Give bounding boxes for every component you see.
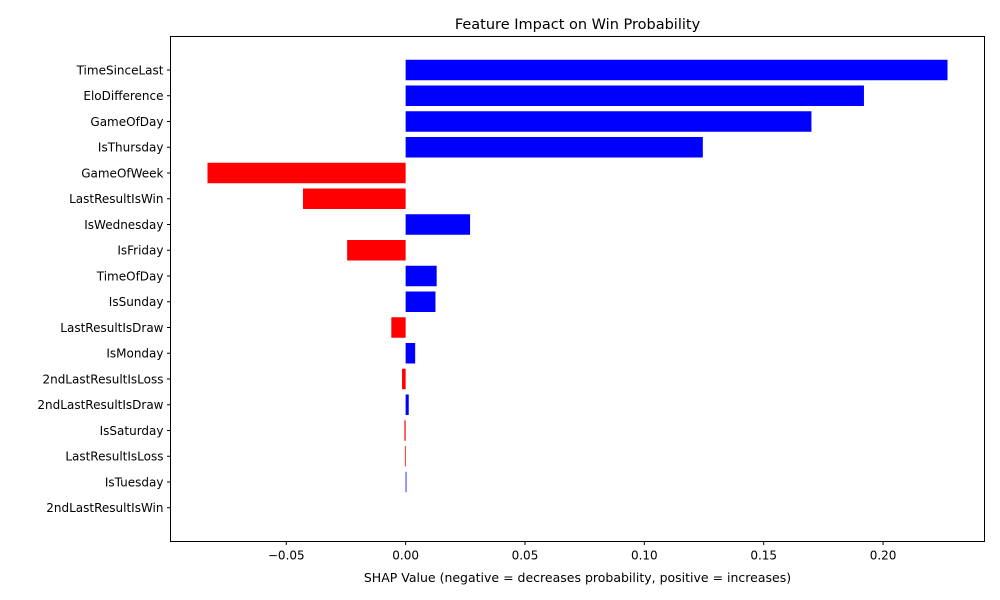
y-tick-label: 2ndLastResultIsLoss (42, 372, 163, 386)
x-tick-label: 0.00 (392, 549, 419, 563)
y-tick-label: IsSaturday (100, 424, 164, 438)
bars-group (207, 59, 948, 493)
y-tick-label: LastResultIsDraw (60, 321, 163, 335)
bar-2ndLastResultIsLoss (402, 368, 406, 390)
y-tick-label: IsFriday (117, 244, 163, 258)
plot-frame (170, 36, 985, 542)
y-tick-label: TimeOfDay (96, 269, 164, 283)
bar-EloDifference (405, 85, 864, 106)
bar-IsMonday (405, 343, 416, 364)
bar-IsSaturday (404, 420, 406, 441)
chart-title: Feature Impact on Win Probability (455, 17, 701, 33)
bar-LastResultIsLoss (404, 446, 406, 467)
bar-GameOfWeek (207, 162, 406, 184)
y-tick-label: GameOfWeek (81, 166, 163, 180)
x-tick-label: −0.05 (268, 549, 305, 563)
bar-TimeOfDay (405, 265, 437, 287)
y-tick-label: IsTuesday (105, 475, 164, 489)
y-tick-label: IsMonday (106, 347, 163, 361)
x-tick-label: 0.05 (512, 549, 539, 563)
bar-LastResultIsDraw (391, 317, 406, 338)
y-axis-ticks: TimeSinceLast EloDifference GameOfDay IsThu… (37, 63, 171, 515)
y-tick-label: IsThursday (98, 141, 164, 155)
bar-IsTuesday (405, 471, 407, 493)
x-tick-label: 0.20 (870, 549, 897, 563)
y-tick-label: EloDifference (83, 89, 163, 103)
bar-IsThursday (405, 137, 703, 158)
y-tick-label: LastResultIsLoss (65, 450, 163, 464)
y-tick-label: IsSunday (109, 295, 164, 309)
y-tick-label: 2ndLastResultIsDraw (37, 398, 163, 412)
x-axis-label: SHAP Value (negative = decreases probabi… (364, 570, 791, 585)
bar-IsSunday (405, 291, 436, 312)
x-tick-label: 0.10 (631, 549, 658, 563)
bar-2ndLastResultIsDraw (405, 394, 409, 415)
y-tick-label: 2ndLastResultIsWin (46, 501, 163, 515)
x-axis-ticks: −0.05 0.00 0.05 0.10 0.15 0.20 (268, 541, 897, 563)
y-tick-label: TimeSinceLast (76, 63, 164, 77)
x-tick-label: 0.15 (750, 549, 777, 563)
bar-IsFriday (347, 240, 406, 261)
bar-IsWednesday (405, 214, 471, 235)
bar-GameOfDay (405, 111, 812, 132)
bar-TimeSinceLast (405, 59, 948, 81)
y-tick-label: LastResultIsWin (69, 192, 163, 206)
bar-LastResultIsWin (302, 188, 406, 209)
y-tick-label: GameOfDay (90, 115, 163, 129)
y-tick-label: IsWednesday (84, 218, 163, 232)
